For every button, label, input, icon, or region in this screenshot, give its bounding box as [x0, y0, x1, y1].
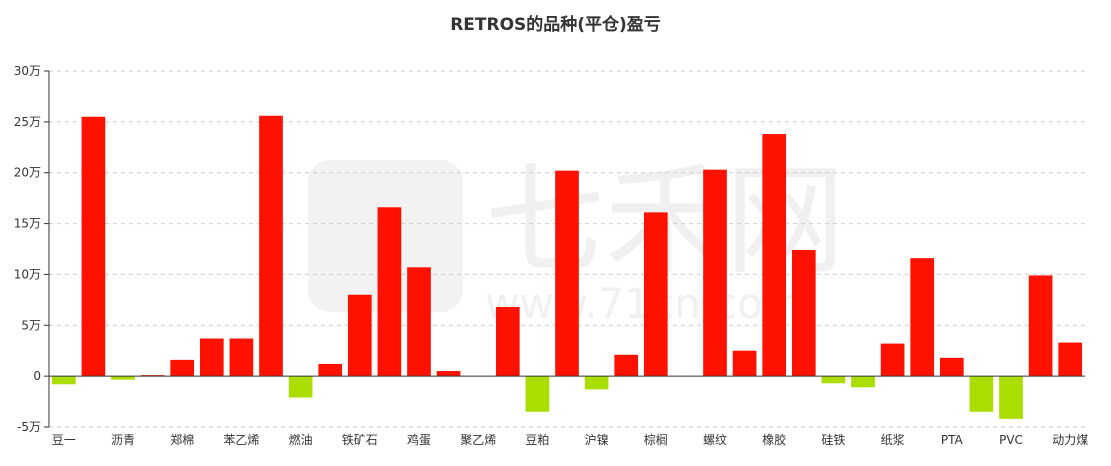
x-tick-label: PTA	[941, 433, 964, 447]
y-axis: 30万 25万 20万 15万 10万 5万 0 -5万	[14, 64, 50, 434]
x-tick-label: 沪镍	[585, 433, 609, 447]
x-tick-label: 豆一	[52, 433, 76, 447]
bars	[51, 115, 1083, 419]
x-tick-label: 硅铁	[821, 433, 845, 447]
x-tick-label: 豆粕	[525, 432, 549, 447]
y-tick-label: 15万	[14, 217, 41, 231]
y-tick-label: 5万	[21, 318, 41, 332]
x-tick-label: 螺纹	[703, 433, 727, 447]
bar[interactable]	[703, 169, 727, 377]
bar[interactable]	[791, 250, 816, 377]
x-tick-label: 铁矿石	[342, 433, 378, 447]
bar[interactable]	[999, 376, 1023, 419]
chart-title: RETROS的品种(平仓)盈亏	[450, 15, 661, 35]
bar[interactable]	[229, 338, 254, 377]
bar[interactable]	[821, 376, 846, 384]
bar[interactable]	[969, 376, 994, 412]
x-tick-label: 郑棉	[170, 432, 194, 447]
bar[interactable]	[732, 350, 757, 377]
bar[interactable]	[377, 207, 402, 377]
y-tick-label: 30万	[14, 64, 41, 78]
bar[interactable]	[170, 359, 195, 377]
x-tick-label: 橡胶	[762, 432, 786, 447]
y-tick-label: -5万	[17, 420, 41, 434]
bar[interactable]	[495, 306, 520, 377]
y-tick-label: 25万	[14, 115, 41, 129]
bar[interactable]	[1028, 275, 1053, 377]
bar[interactable]	[51, 376, 76, 385]
bar[interactable]	[643, 212, 668, 377]
bar[interactable]	[584, 376, 609, 390]
bar[interactable]	[347, 294, 372, 377]
bar[interactable]	[762, 134, 787, 377]
y-tick-label: 10万	[14, 267, 41, 281]
bar[interactable]	[140, 375, 165, 377]
bar[interactable]	[288, 376, 313, 398]
x-tick-label: 燃油	[289, 432, 313, 447]
bar[interactable]	[199, 338, 224, 377]
bar[interactable]	[939, 357, 964, 377]
x-tick-label: 纸浆	[881, 432, 905, 447]
y-tick-label: 0	[33, 369, 41, 383]
bar[interactable]	[880, 343, 905, 377]
x-tick-label: 鸡蛋	[407, 432, 431, 447]
bar[interactable]	[614, 354, 639, 377]
bar[interactable]	[407, 267, 431, 377]
bar[interactable]	[1058, 342, 1083, 377]
x-tick-label: 沥青	[111, 433, 135, 447]
bar[interactable]	[910, 258, 935, 377]
y-tick-label: 20万	[14, 166, 41, 180]
x-axis: 豆一 沥青 郑棉 苯乙烯 燃油 铁矿石 鸡蛋 聚乙烯 豆粕 沪镍 棕榈 螺纹 橡胶 硅铁 纸浆 PTA PVC 动…	[49, 375, 1088, 447]
x-tick-label: 动力煤	[1052, 433, 1088, 447]
x-tick-label: PVC	[999, 433, 1023, 447]
bar[interactable]	[436, 371, 461, 377]
x-tick-label: 苯乙烯	[223, 433, 259, 447]
bar[interactable]	[81, 116, 106, 377]
x-tick-label: 聚乙烯	[460, 433, 496, 447]
bar[interactable]	[259, 115, 283, 377]
bar[interactable]	[555, 170, 579, 377]
x-tick-label: 棕榈	[644, 432, 668, 447]
bar[interactable]	[525, 376, 550, 412]
bar[interactable]	[851, 376, 875, 388]
bar[interactable]	[111, 376, 135, 380]
bar[interactable]	[318, 363, 343, 377]
